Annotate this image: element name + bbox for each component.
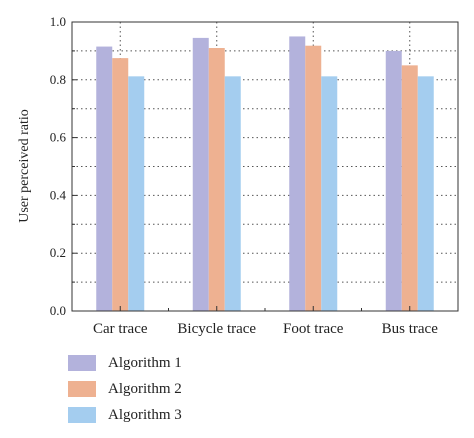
- legend-swatch: [68, 381, 96, 397]
- bar: [96, 46, 113, 311]
- bar: [224, 76, 241, 311]
- bar: [401, 65, 418, 311]
- y-tick-label: 0.6: [50, 130, 67, 145]
- bar: [128, 76, 145, 311]
- bar: [112, 58, 129, 311]
- y-axis-title: User perceived ratio: [17, 109, 32, 223]
- legend-item: Algorithm 1: [68, 350, 182, 376]
- x-category-label: Bus trace: [382, 321, 439, 337]
- legend-swatch: [68, 407, 96, 423]
- legend: Algorithm 1 Algorithm 2 Algorithm 3: [68, 350, 182, 428]
- bars: [96, 36, 434, 312]
- bar: [208, 48, 225, 311]
- x-category-label: Car trace: [93, 321, 148, 337]
- bar: [321, 76, 338, 311]
- y-tick-label: 0.4: [50, 187, 67, 202]
- x-category-label: Foot trace: [283, 321, 344, 337]
- bar: [305, 45, 322, 311]
- legend-item: Algorithm 3: [68, 402, 182, 428]
- x-category-label: Bicycle trace: [177, 321, 256, 337]
- x-categories: Car trace Bicycle trace Foot trace Bus trac…: [93, 321, 438, 337]
- legend-item: Algorithm 2: [68, 376, 182, 402]
- y-ticks: 0.0 0.2 0.4 0.6 0.8 1.0: [50, 14, 411, 318]
- bar: [385, 50, 402, 312]
- bar: [417, 76, 434, 311]
- bar-chart: 0.0 0.2 0.4 0.6 0.8 1.0 Car trace Bicycle trac…: [17, 14, 459, 337]
- bar: [289, 36, 306, 311]
- y-tick-label: 0.0: [50, 303, 66, 318]
- legend-swatch: [68, 355, 96, 371]
- y-tick-label: 0.2: [50, 245, 66, 260]
- y-tick-label: 0.8: [50, 72, 66, 87]
- bar: [192, 37, 209, 312]
- y-tick-label: 1.0: [50, 14, 66, 29]
- legend-label: Algorithm 1: [108, 354, 182, 371]
- legend-label: Algorithm 3: [108, 406, 182, 423]
- legend-label: Algorithm 2: [108, 380, 182, 397]
